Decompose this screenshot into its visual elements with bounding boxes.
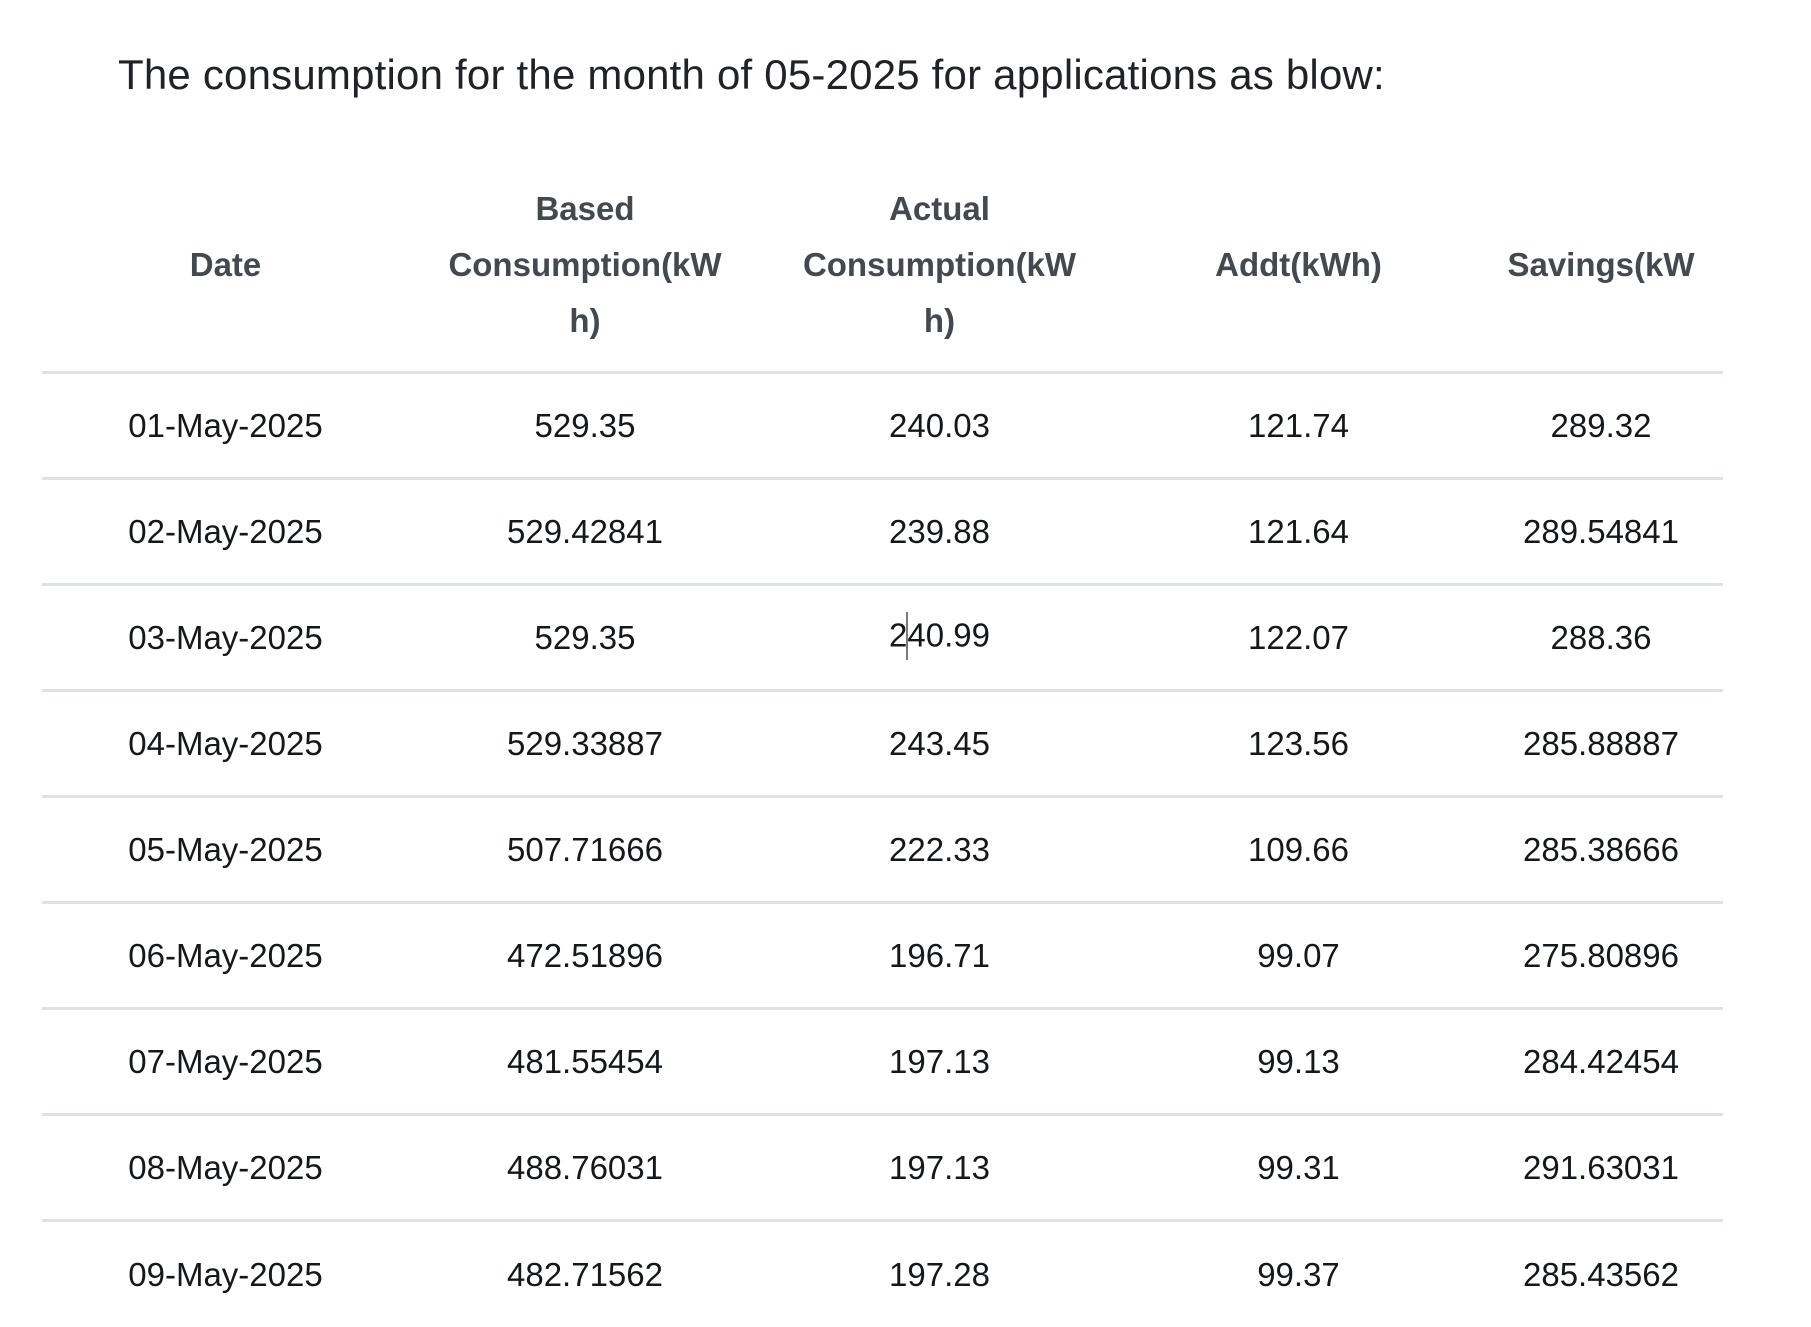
table-cell: 197.13 — [761, 1113, 1118, 1221]
consumption-table: Date Based Consumption(kW h) Actual Consum… — [42, 159, 1723, 1327]
table-cell: 122.07 — [1118, 583, 1479, 691]
table-cell: 240.03 — [761, 371, 1118, 479]
table-cell: 529.35 — [409, 583, 761, 691]
page-title: The consumption for the month of 05-2025… — [118, 51, 1385, 98]
table-row: 01-May-2025 529.35 240.03 121.74 289.32 — [42, 371, 1723, 479]
table-cell: 121.64 — [1118, 477, 1479, 585]
table-cell: 05-May-2025 — [42, 795, 409, 903]
table-cell: 240.99 — [761, 583, 1118, 691]
column-header: Date — [189, 246, 262, 284]
table-body: 01-May-2025 529.35 240.03 121.74 289.32 02-Ma… — [42, 371, 1723, 1327]
table-cell: 482.71562 — [409, 1219, 761, 1327]
table-cell: 289.32 — [1479, 371, 1723, 479]
table-cell: 488.76031 — [409, 1113, 761, 1221]
table-cell: 09-May-2025 — [42, 1219, 409, 1327]
table-cell: 529.35 — [409, 371, 761, 479]
table-row: 03-May-2025 529.35 240.99 122.07 288.36 — [42, 583, 1723, 691]
table-cell: 284.42454 — [1479, 1007, 1723, 1115]
table-cell: 291.63031 — [1479, 1113, 1723, 1221]
table-cell: 275.80896 — [1479, 901, 1723, 1009]
table-cell: 121.74 — [1118, 371, 1479, 479]
table-row: 02-May-2025 529.42841 239.88 121.64 289.5484… — [42, 477, 1723, 585]
table-cell: 472.51896 — [409, 901, 761, 1009]
table-cell: 243.45 — [761, 689, 1118, 797]
table-cell: 99.13 — [1118, 1007, 1479, 1115]
table-cell: 196.71 — [761, 901, 1118, 1009]
table-header-row: Date Based Consumption(kW h) Actual Consum… — [42, 159, 1723, 373]
table-cell: 197.13 — [761, 1007, 1118, 1115]
table-cell: 239.88 — [761, 477, 1118, 585]
table-row: 04-May-2025 529.33887 243.45 123.56 285.8888… — [42, 689, 1723, 797]
table-cell: 529.33887 — [409, 689, 761, 797]
table-cell: 123.56 — [1118, 689, 1479, 797]
table-row: 06-May-2025 472.51896 196.71 99.07 275.80896 — [42, 901, 1723, 1009]
table-cell: 07-May-2025 — [42, 1007, 409, 1115]
column-header: Based Consumption(kW h) — [448, 190, 722, 340]
table-row: 07-May-2025 481.55454 197.13 99.13 284.42454 — [42, 1007, 1723, 1115]
table-cell: 285.43562 — [1479, 1219, 1723, 1327]
table-cell: 288.36 — [1479, 583, 1723, 691]
table-cell: 01-May-2025 — [42, 371, 409, 479]
table-cell: 99.31 — [1118, 1113, 1479, 1221]
table-cell: 285.88887 — [1479, 689, 1723, 797]
table-cell: 529.42841 — [409, 477, 761, 585]
table-cell: 481.55454 — [409, 1007, 761, 1115]
column-header: Savings(kW — [1507, 246, 1695, 284]
text-cursor-icon — [906, 611, 909, 660]
table-row: 09-May-2025 482.71562 197.28 99.37 285.43562 — [42, 1219, 1723, 1327]
table-cell: 99.07 — [1118, 901, 1479, 1009]
table-cell: 04-May-2025 — [42, 689, 409, 797]
table-cell: 109.66 — [1118, 795, 1479, 903]
table-cell: 222.33 — [761, 795, 1118, 903]
table-cell: 289.54841 — [1479, 477, 1723, 585]
table-row: 05-May-2025 507.71666 222.33 109.66 285.3866… — [42, 795, 1723, 903]
column-header: Addt(kWh) — [1215, 246, 1382, 284]
table-cell: 285.38666 — [1479, 795, 1723, 903]
table-cell: 06-May-2025 — [42, 901, 409, 1009]
table-cell: 02-May-2025 — [42, 477, 409, 585]
table-cell: 99.37 — [1118, 1219, 1479, 1327]
table-row: 08-May-2025 488.76031 197.13 99.31 291.63031 — [42, 1113, 1723, 1221]
table-cell: 08-May-2025 — [42, 1113, 409, 1221]
table-cell: 507.71666 — [409, 795, 761, 903]
table-cell: 197.28 — [761, 1219, 1118, 1327]
table-cell: 03-May-2025 — [42, 583, 409, 691]
column-header: Actual Consumption(kW h) — [802, 190, 1077, 340]
